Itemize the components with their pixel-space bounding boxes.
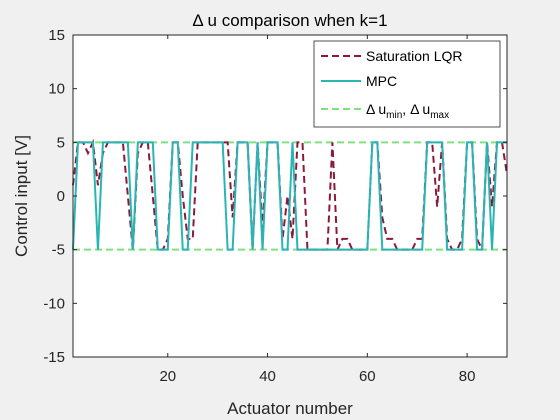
- legend-separator: ,: [402, 101, 410, 117]
- x-tick-label: 60: [359, 368, 376, 385]
- legend-u-1: u: [378, 101, 386, 117]
- y-axis-label: Control input [V]: [12, 135, 31, 257]
- x-tick-label: 40: [259, 368, 276, 385]
- mpc-line: [72, 141, 507, 251]
- legend-mpc-label: MPC: [366, 73, 397, 89]
- y-tick-label: 0: [57, 188, 65, 205]
- series-mpc: [72, 141, 507, 251]
- x-tick-label: 20: [159, 368, 176, 385]
- y-tick-label: -5: [52, 242, 65, 259]
- x-axis-label: Actuator number: [227, 399, 353, 418]
- y-tick-label: 5: [57, 134, 65, 151]
- legend-min-sub: min: [386, 110, 402, 121]
- legend-lqr-label: Saturation LQR: [366, 48, 463, 64]
- y-tick-label: -10: [43, 295, 65, 312]
- y-tick-label: -15: [43, 349, 65, 366]
- legend-delta-2: Δ: [410, 101, 419, 117]
- plot-frame: [72, 34, 508, 358]
- legend-u-2: u: [422, 101, 430, 117]
- y-tick-label: 15: [48, 27, 65, 44]
- x-tick-label: 80: [459, 368, 476, 385]
- y-tick-label: 10: [48, 81, 65, 98]
- legend-delta-1: Δ: [366, 101, 375, 117]
- axis-ticks: 20 40 60 80 -15 -10 -5 0 5 10 15: [43, 27, 507, 385]
- chart-title: Δ u comparison when k=1: [192, 11, 387, 30]
- legend-max-sub: max: [430, 110, 449, 121]
